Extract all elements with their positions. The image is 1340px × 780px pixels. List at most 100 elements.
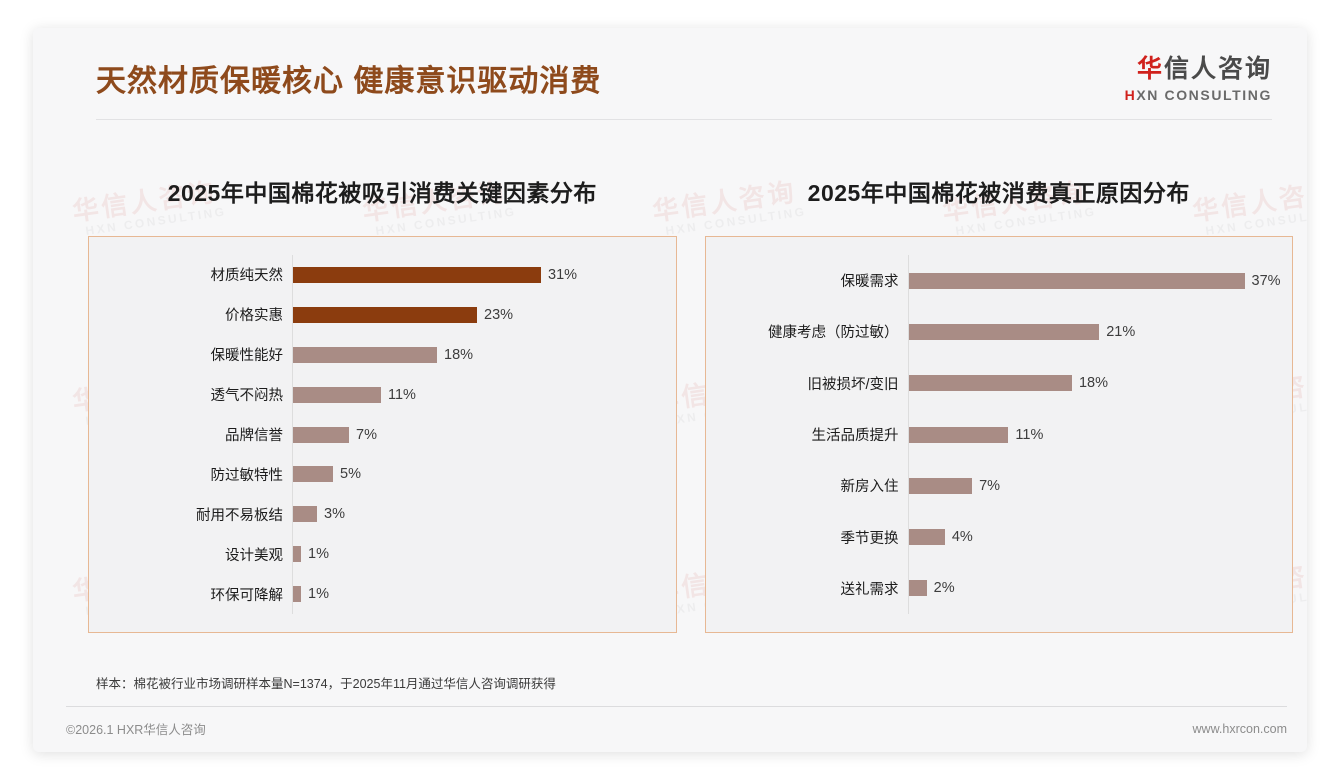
bar-track: 7%: [907, 460, 1293, 512]
bar-value-label: 4%: [951, 529, 973, 546]
bar-category-label: 品牌信誉: [225, 428, 283, 444]
bar-track: 2%: [907, 562, 1293, 614]
bar-track: 5%: [292, 454, 676, 495]
bar-row: 环保可降解 1%: [89, 574, 676, 615]
bar: [908, 272, 1245, 289]
chart-title-left: 2025年中国棉花被吸引消费关键因素分布: [167, 180, 597, 206]
bar-value-label: 3%: [324, 506, 345, 523]
bar-track: 31%: [292, 255, 676, 295]
bar-track: 37%: [907, 255, 1293, 307]
bar-chart-right: 保暖需求 37% 健康考虑（防过敏） 21% 旧被损坏/变旧 18% 生活品质提升 11% 新房…: [706, 237, 1293, 632]
logo-chinese-rest: 信人咨询: [1163, 55, 1272, 83]
bar-value-label: 7%: [356, 426, 377, 443]
header-divider: [96, 119, 1272, 120]
bar-value-label: 18%: [444, 346, 474, 363]
bar-category-label: 环保可降解: [210, 587, 284, 604]
chart-panel-left: 材质纯天然 31% 价格实惠 23% 保暖性能好 18% 透气不闷热 11% 品牌信誉 7% 防过敏…: [88, 236, 677, 633]
logo-english: HXN CONSULTING: [1125, 87, 1272, 103]
bar-track: 1%: [292, 574, 676, 615]
bar-category-label: 送礼需求: [840, 581, 899, 598]
logo-english-rest: XN CONSULTING: [1136, 86, 1272, 103]
bar-row: 送礼需求 2%: [706, 562, 1293, 614]
bar: [908, 580, 927, 597]
bar-category-label: 透气不闷热: [210, 388, 284, 405]
slide-footer: ©2026.1 HXR华信人咨询 www.hxrcon.com: [66, 719, 1287, 738]
chart-title-right: 2025年中国棉花被消费真正原因分布: [807, 180, 1190, 206]
slide: 华信人咨询 HXN CONSULTING 华信人咨询 HXN CONSULTING 华信…: [33, 28, 1307, 752]
bar-track: 18%: [907, 357, 1293, 409]
bar-track: 1%: [292, 534, 676, 575]
bar: [293, 426, 349, 443]
bar-row: 生活品质提升 11%: [706, 408, 1293, 461]
charts-container: 2025年中国棉花被吸引消费关键因素分布 材质纯天然 31% 价格实惠 23% 保暖性能…: [33, 124, 1307, 684]
bar-value-label: 1%: [308, 546, 329, 563]
chart-column-right: 2025年中国棉花被消费真正原因分布 保暖需求 37% 健康考虑（防过敏） 21% 旧被…: [695, 124, 1308, 684]
sample-note: 样本：棉花被行业市场调研样本量N=1374，于2025年11月通过华信人咨询调研…: [96, 677, 556, 691]
bar: [293, 586, 301, 603]
bar-chart-left: 材质纯天然 31% 价格实惠 23% 保暖性能好 18% 透气不闷热 11% 品牌信誉 7% 防过敏…: [89, 237, 676, 632]
bar-category-label: 防过敏特性: [210, 467, 284, 484]
bar-category-label: 价格实惠: [225, 308, 283, 325]
bar-category-label: 健康考虑（防过敏）: [768, 325, 899, 342]
bar-category-label: 耐用不易板结: [196, 507, 283, 524]
chart-panel-right: 保暖需求 37% 健康考虑（防过敏） 21% 旧被损坏/变旧 18% 生活品质提升 11% 新房…: [704, 236, 1293, 633]
website-text: www.hxrcon.com: [1192, 721, 1287, 736]
bar-row: 材质纯天然 31%: [89, 255, 676, 295]
bar-track: 3%: [292, 494, 676, 535]
bar: [293, 266, 541, 283]
bar: [908, 323, 1100, 340]
bar-value-label: 23%: [484, 306, 514, 323]
bar: [293, 546, 301, 563]
bar-value-label: 2%: [933, 580, 955, 597]
bar-value-label: 21%: [1106, 323, 1136, 340]
bar-row: 季节更换 4%: [706, 511, 1293, 563]
bar-row: 品牌信誉 7%: [89, 414, 676, 455]
logo-chinese: 华信人咨询: [1125, 55, 1272, 84]
bar-track: 7%: [292, 414, 676, 455]
bar-row: 价格实惠 23%: [89, 294, 676, 335]
bar: [908, 375, 1072, 392]
page-title: 天然材质保暖核心 健康意识驱动消费: [96, 65, 602, 98]
bar-category-label: 材质纯天然: [210, 268, 284, 285]
bar-row: 旧被损坏/变旧 18%: [706, 357, 1293, 409]
bar-category-label: 设计美观: [225, 547, 283, 564]
bar-category-label: 新房入住: [840, 479, 899, 496]
bar-row: 耐用不易板结 3%: [89, 494, 676, 535]
bar-value-label: 7%: [979, 477, 1001, 494]
bar-category-label: 保暖需求: [840, 274, 899, 291]
bar-value-label: 5%: [340, 466, 361, 483]
bar-row: 保暖需求 37%: [706, 255, 1293, 307]
bar-value-label: 11%: [1015, 426, 1044, 443]
bar: [293, 306, 477, 323]
bar-value-label: 31%: [548, 266, 578, 283]
bar-track: 4%: [907, 511, 1293, 563]
chart-column-left: 2025年中国棉花被吸引消费关键因素分布 材质纯天然 31% 价格实惠 23% 保暖性能…: [33, 124, 695, 684]
bar: [293, 506, 317, 523]
bar-value-label: 1%: [308, 586, 329, 603]
bar: [908, 426, 1009, 443]
bar-row: 透气不闷热 11%: [89, 374, 676, 415]
bar: [293, 346, 437, 363]
bar-track: 23%: [292, 294, 676, 335]
bar-row: 新房入住 7%: [706, 460, 1293, 512]
bar: [908, 477, 973, 494]
bar: [293, 466, 333, 483]
bar-track: 11%: [907, 408, 1293, 461]
logo-chinese-accent: 华: [1136, 55, 1164, 83]
bar-value-label: 18%: [1078, 375, 1108, 392]
bar-row: 设计美观 1%: [89, 534, 676, 575]
brand-logo: 华信人咨询 HXN CONSULTING: [1125, 55, 1272, 103]
bar-value-label: 37%: [1251, 272, 1281, 289]
bar-track: 11%: [292, 374, 676, 415]
slide-header: 天然材质保暖核心 健康意识驱动消费 华信人咨询 HXN CONSULTING: [33, 28, 1307, 124]
bar-row: 保暖性能好 18%: [89, 334, 676, 375]
bar-row: 健康考虑（防过敏） 21%: [706, 306, 1293, 358]
logo-english-accent: H: [1124, 86, 1137, 103]
bar-category-label: 生活品质提升: [811, 428, 899, 444]
bar-category-label: 旧被损坏/变旧: [807, 376, 899, 393]
bar-category-label: 季节更换: [840, 530, 899, 547]
bar-row: 防过敏特性 5%: [89, 454, 676, 495]
footer-divider: [66, 706, 1287, 707]
bar-category-label: 保暖性能好: [210, 348, 284, 365]
bar: [908, 529, 945, 546]
